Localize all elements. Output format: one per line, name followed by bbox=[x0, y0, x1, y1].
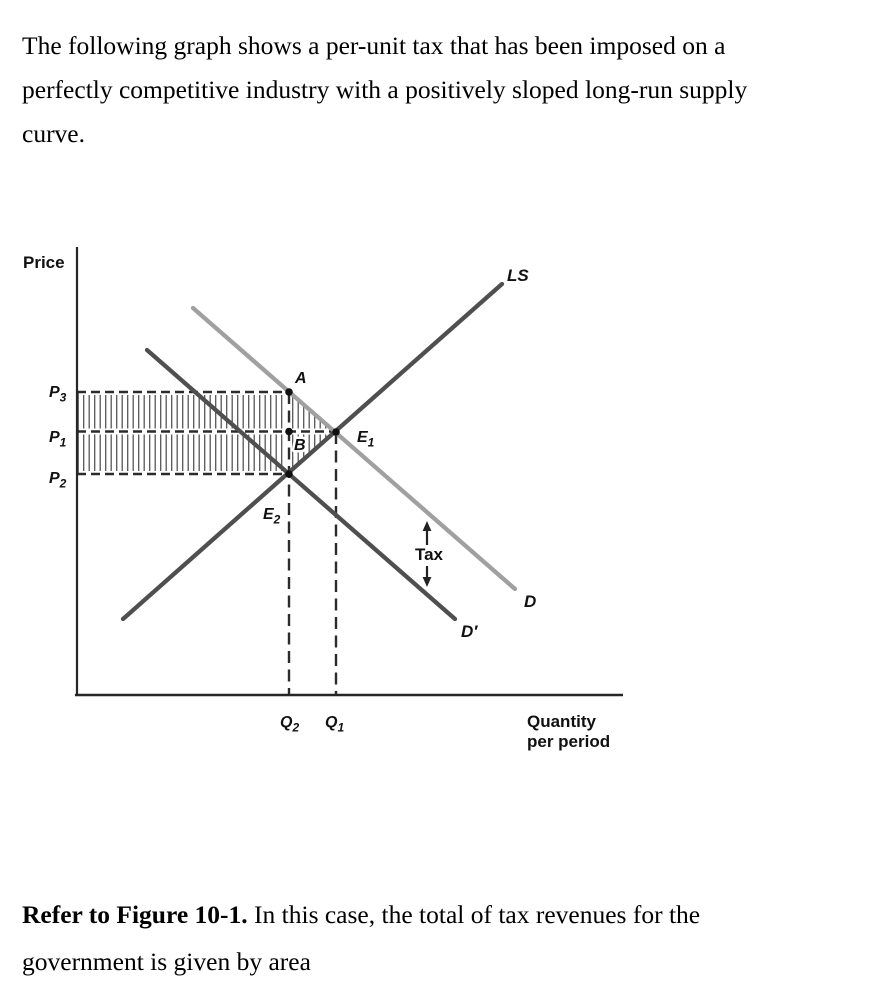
d-prime-curve-label: D′ bbox=[461, 622, 478, 641]
p3-label: P3 bbox=[49, 384, 67, 405]
point-e2-dot bbox=[285, 470, 293, 478]
supply-demand-figure: Price Quantity per period LS D D′ Tax P3… bbox=[23, 247, 623, 751]
p1-label: P1 bbox=[49, 429, 67, 450]
tax-label: Tax bbox=[415, 545, 444, 564]
tax-arrow bbox=[422, 521, 432, 587]
point-b-label: B bbox=[294, 437, 306, 454]
tax-arrow-up-head bbox=[422, 521, 432, 531]
intro-line-3: curve. bbox=[22, 119, 86, 148]
tax-arrow-down-head bbox=[422, 577, 432, 587]
point-b-dot bbox=[285, 427, 293, 436]
long-run-supply-curve-ls bbox=[120, 281, 505, 622]
question-line-2: government is given by area bbox=[22, 947, 311, 976]
p2-label: P2 bbox=[49, 470, 67, 491]
intro-line-2: perfectly competitive industry with a po… bbox=[22, 75, 748, 104]
question-bold-prefix: Refer to Figure 10-1. bbox=[22, 900, 248, 929]
demand-curve-d bbox=[190, 305, 518, 592]
price-axis-label: Price bbox=[23, 253, 65, 272]
point-e1-label: E1 bbox=[357, 429, 375, 450]
point-e1-dot bbox=[332, 428, 340, 436]
intro-line-1: The following graph shows a per-unit tax… bbox=[22, 31, 726, 60]
point-e2-label: E2 bbox=[263, 506, 281, 527]
q1-label: Q1 bbox=[325, 714, 344, 735]
ls-curve-label: LS bbox=[507, 266, 529, 285]
intro-text: The following graph shows a per-unit tax… bbox=[22, 24, 867, 156]
question-text: Refer to Figure 10-1. In this case, the … bbox=[22, 891, 867, 985]
question-line-1-rest: In this case, the total of tax revenues … bbox=[247, 900, 701, 929]
quantity-axis-label-line2: per period bbox=[527, 732, 610, 751]
demand-curve-d-prime bbox=[144, 347, 458, 622]
point-a-dot bbox=[285, 388, 293, 396]
question-line-1: Refer to Figure 10-1. In this case, the … bbox=[22, 891, 867, 938]
quantity-axis-label-line1: Quantity bbox=[527, 712, 596, 731]
d-curve-label: D bbox=[524, 592, 536, 611]
point-a-label: A bbox=[294, 370, 307, 387]
q2-label: Q2 bbox=[280, 714, 299, 735]
